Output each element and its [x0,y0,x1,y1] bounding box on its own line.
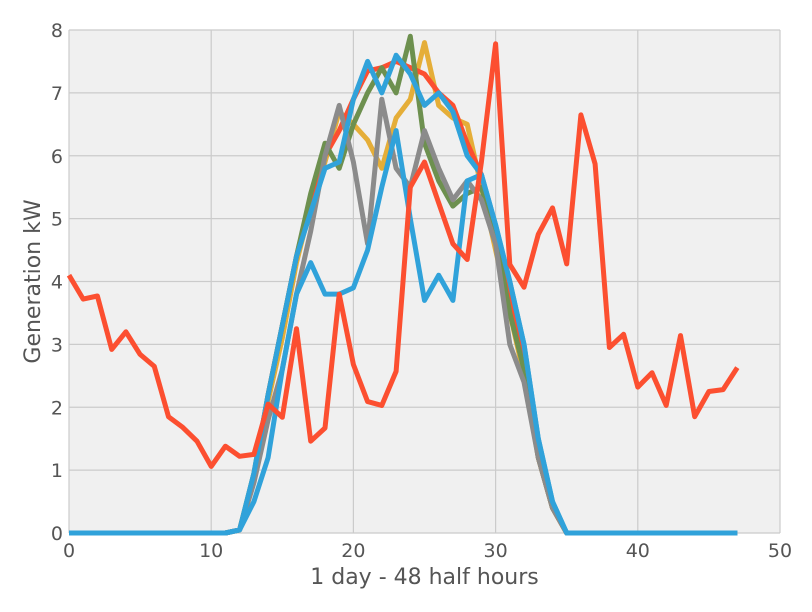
grid [68,29,781,534]
x-tick-label: 30 [484,540,508,562]
y-tick-label: 0 [51,523,63,545]
x-tick-label: 10 [199,540,223,562]
series-line-1 [66,41,740,469]
series-line-7 [69,52,738,536]
y-tick-label: 1 [51,460,63,482]
y-tick-label: 7 [51,83,63,105]
y-tick-label: 6 [51,146,63,168]
x-tick-label: 50 [768,540,792,562]
y-tick-label: 4 [51,272,63,294]
y-tick-label: 2 [51,397,63,419]
tick-labels: 0 10 20 30 40 50 0 1 2 3 4 5 6 7 8 [51,20,792,562]
series-lines [66,33,740,536]
x-tick-label: 0 [63,540,75,562]
y-axis-label: Generation kW [21,199,46,363]
x-tick-label: 40 [626,540,650,562]
x-tick-label: 20 [341,540,365,562]
y-tick-label: 5 [51,209,63,231]
y-tick-label: 8 [51,20,63,42]
x-axis-label: 1 day - 48 half hours [310,565,539,590]
y-tick-label: 3 [51,334,63,356]
